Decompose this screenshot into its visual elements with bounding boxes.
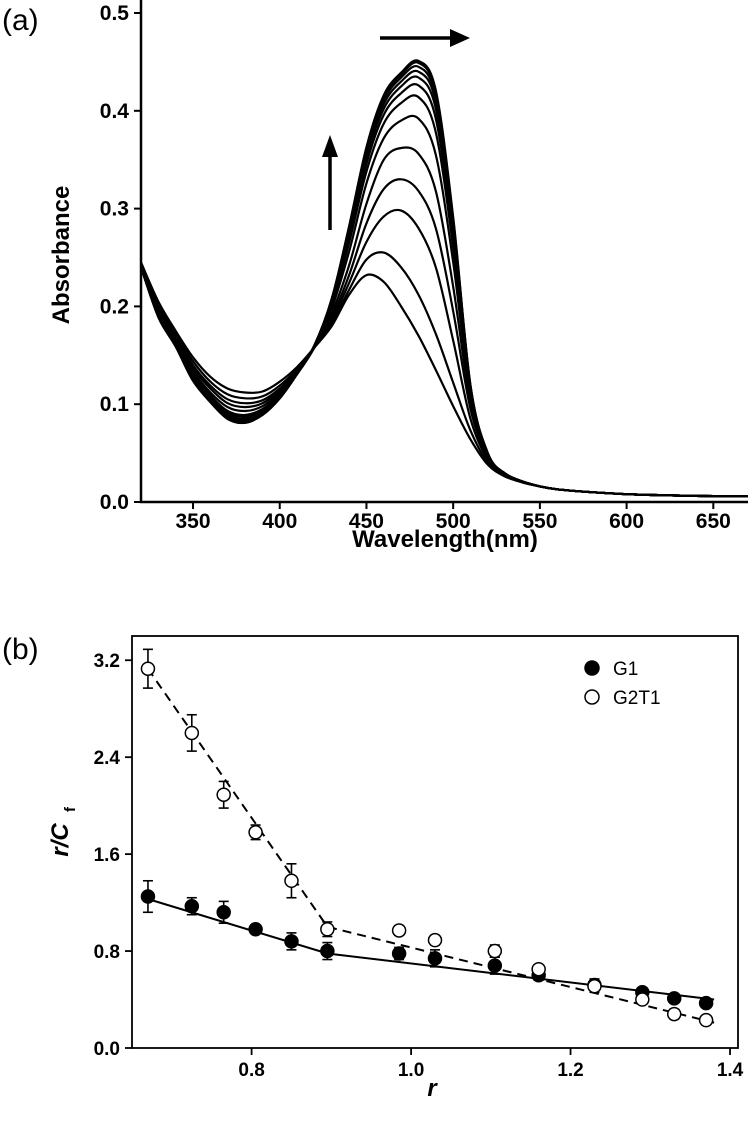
panel-b-x-axis-title: r: [427, 1075, 438, 1102]
panel-a-x-ticks: 350 400 450 500 550 600 650: [176, 502, 731, 533]
x-tick-label: 350: [176, 510, 211, 533]
point-g2t1: [391, 923, 407, 938]
legend-marker-g2t1: [584, 689, 600, 705]
x-tick-label: 650: [696, 510, 731, 533]
point-g1: [284, 932, 299, 951]
point-g1: [184, 896, 200, 916]
point-g1: [427, 949, 443, 968]
point-g2t1: [184, 713, 200, 752]
spectrum-line-3: [139, 208, 749, 498]
spectrum-line-12: [139, 61, 749, 498]
point-g2t1: [635, 992, 650, 1007]
x-tick-label: 1.2: [557, 1060, 583, 1081]
point-g1: [248, 921, 263, 937]
x-tick-label: 500: [436, 510, 471, 533]
legend: G1 G2T1: [584, 659, 661, 709]
y-tick-label: 3.2: [94, 651, 120, 672]
panel-a-axes: [139, 0, 748, 504]
x-tick-label: 600: [609, 510, 644, 533]
point-g2t1: [284, 863, 299, 899]
y-tick-label: 1.6: [94, 845, 120, 866]
point-g1: [140, 879, 156, 914]
legend-label-g1: G1: [613, 659, 638, 680]
y-tick-label: 0.5: [100, 2, 130, 25]
legend-marker-g1: [584, 660, 600, 676]
x-tick-label: 550: [522, 510, 557, 533]
spectrum-line-2: [139, 251, 749, 498]
point-g2t1: [320, 921, 335, 938]
point-g2t1: [587, 978, 602, 994]
x-tick-label: 1.4: [717, 1060, 744, 1081]
x-tick-label: 450: [349, 510, 384, 533]
panel-a-label: (a): [2, 4, 39, 37]
y-tick-label: 0.1: [100, 393, 130, 416]
panel-b: (b) 0.8 1.0 1.2 1.4 0.0 0.8 1.6 2.4 3.2 r r/C f…: [2, 633, 744, 1102]
y-tick-label: 2.4: [94, 748, 121, 769]
panel-b-label: (b): [2, 633, 39, 666]
spectrum-line-11: [139, 64, 749, 498]
legend-label-g2t1: G2T1: [613, 688, 661, 709]
point-g2t1: [248, 824, 263, 841]
spectrum-line-10: [139, 69, 749, 498]
y-tick-label: 0.0: [94, 1039, 120, 1060]
y-tick-label: 0.0: [100, 491, 129, 514]
panel-a-y-axis-title: Absorbance: [48, 186, 75, 325]
arrow-right-icon: [380, 29, 470, 47]
x-tick-label: 0.8: [238, 1060, 264, 1081]
arrow-up-icon: [322, 135, 338, 230]
fit-line-g2t1: [147, 668, 715, 1024]
y-tick-label: 0.3: [100, 198, 129, 221]
panel-a-y-ticks: 0.0 0.1 0.2 0.3 0.4 0.5: [100, 2, 141, 514]
y-tick-label: 0.2: [100, 295, 129, 318]
panel-a: (a) 350 400 450 500 550 600 650 0.00.10.20.30.…: [2, 0, 749, 553]
absorbance-curves: [139, 59, 749, 498]
spectrum-line-13: [139, 59, 749, 498]
point-g1: [698, 995, 714, 1011]
fit-lines: [147, 668, 715, 1024]
panel-a-x-axis-title: Wavelength(nm): [352, 526, 538, 553]
point-g2t1: [140, 648, 156, 689]
point-g1: [666, 991, 682, 1006]
panel-b-y-axis-title-sub: f: [62, 806, 79, 812]
x-tick-label: 400: [262, 510, 297, 533]
point-g2t1: [427, 932, 443, 948]
panel-b-y-ticks: 0.0 0.8 1.6 2.4 3.2: [94, 651, 132, 1060]
point-g1: [487, 956, 503, 975]
data-points: [140, 648, 714, 1028]
point-g2t1: [487, 943, 503, 959]
point-g2t1: [216, 780, 231, 809]
panel-b-y-axis-title-main: r/C: [47, 823, 74, 857]
point-g2t1: [666, 1006, 682, 1022]
y-tick-label: 0.4: [100, 100, 130, 123]
point-g1: [216, 900, 231, 924]
point-g1: [391, 946, 407, 961]
point-g2t1: [531, 961, 546, 977]
panel-b-x-ticks: 0.8 1.0 1.2 1.4: [238, 1048, 744, 1081]
spectrum-line-4: [139, 178, 749, 498]
point-g2t1: [698, 1012, 714, 1028]
x-tick-label: 1.0: [398, 1060, 424, 1081]
panel-b-frame: [131, 635, 739, 1049]
y-tick-label: 0.8: [94, 942, 120, 963]
panel-b-y-axis-title: r/C f: [47, 806, 79, 857]
point-g1: [320, 941, 335, 961]
